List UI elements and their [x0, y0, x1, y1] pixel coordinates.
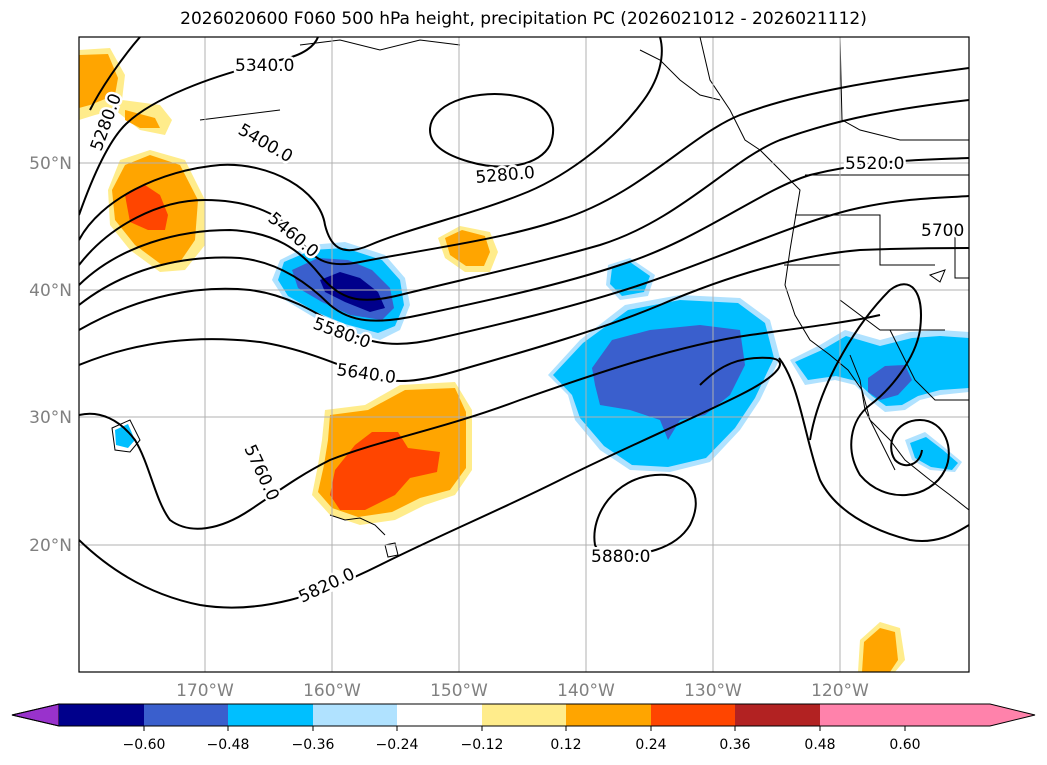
contour-line: [79, 195, 969, 345]
contour-line: [593, 473, 697, 557]
precip-positive-area: [862, 628, 898, 672]
colorbar-tick-label: 0.48: [804, 737, 835, 753]
colorbar-segment: [482, 704, 566, 726]
lat-label: 20°N: [29, 536, 72, 556]
contour-label: 5520.0: [845, 154, 904, 174]
precip-positive-area: [445, 230, 490, 266]
contour-label: 5280.0: [475, 163, 536, 188]
precip-negative-area: [320, 272, 385, 312]
lat-label: 50°N: [29, 154, 72, 174]
lon-label: 120°W: [811, 681, 869, 701]
height-contours: [79, 37, 969, 609]
contour-label: 5880.0: [591, 547, 650, 567]
colorbar-tick-label: 0.12: [550, 737, 581, 753]
colorbar-tick-label: −0.24: [376, 737, 419, 753]
precip-positive-area: [125, 110, 160, 128]
longitude-labels: 170°W 160°W 150°W 140°W 130°W 120°W: [176, 681, 869, 701]
contour-line: [809, 283, 950, 497]
contour-line: [79, 247, 969, 383]
colorbar-tick-label: −0.48: [207, 737, 250, 753]
precip-negative-area: [910, 437, 958, 470]
precip-positive-area: [330, 432, 440, 510]
contour-line: [79, 157, 969, 322]
lon-label: 150°W: [430, 681, 488, 701]
colorbar-tick-label: −0.36: [292, 737, 335, 753]
contour-label: 5340.0: [235, 56, 294, 76]
graticule: [79, 37, 969, 672]
colorbar-tick-label: −0.60: [123, 737, 166, 753]
lon-label: 170°W: [176, 681, 234, 701]
lon-label: 140°W: [557, 681, 615, 701]
lat-label: 30°N: [29, 408, 72, 428]
contour-line: [89, 37, 141, 111]
colorbar-segment: [566, 704, 651, 726]
colorbar-segment: [228, 704, 313, 726]
coastlines: [111, 37, 969, 558]
colorbar-segment: [144, 704, 228, 726]
map-frame: [78, 36, 970, 673]
contour-line: [778, 357, 969, 542]
precip-negative-area: [115, 424, 135, 448]
precip-positive-area: [79, 54, 118, 108]
colorbar-segment: [735, 704, 820, 726]
precip-negative-area: [610, 262, 650, 296]
contour-label: 5700: [921, 221, 964, 241]
colorbar-segment: [397, 704, 482, 726]
colorbar-tick-label: 0.24: [635, 737, 666, 753]
colorbar-ticks: [143, 726, 906, 731]
lon-label: 160°W: [303, 681, 361, 701]
colorbar: −0.60 −0.48 −0.36 −0.24 −0.12 0.12 0.24 …: [11, 703, 1036, 753]
contour-line: [79, 37, 663, 252]
colorbar-outline: [11, 703, 1036, 727]
latitude-labels: 50°N 40°N 30°N 20°N: [29, 154, 72, 556]
colorbar-segment: [59, 704, 144, 726]
contour-line: [428, 93, 555, 168]
colorbar-extend-max: [905, 704, 1035, 726]
contour-line: [79, 356, 781, 609]
contour-line: [79, 67, 969, 266]
colorbar-segment: [313, 704, 397, 726]
chart-title: 2026020600 F060 500 hPa height, precipit…: [180, 9, 867, 29]
contour-line: [79, 99, 969, 301]
contour-line: [79, 314, 881, 530]
lon-label: 130°W: [684, 681, 742, 701]
colorbar-tick-label: 0.36: [719, 737, 750, 753]
colorbar-tick-label: 0.60: [889, 737, 920, 753]
lat-label: 40°N: [29, 281, 72, 301]
colorbar-extend-min: [11, 703, 60, 727]
colorbar-tick-label: −0.12: [461, 737, 504, 753]
contour-line: [79, 37, 319, 216]
colorbar-segment: [651, 704, 735, 726]
colorbar-segment: [820, 704, 905, 726]
